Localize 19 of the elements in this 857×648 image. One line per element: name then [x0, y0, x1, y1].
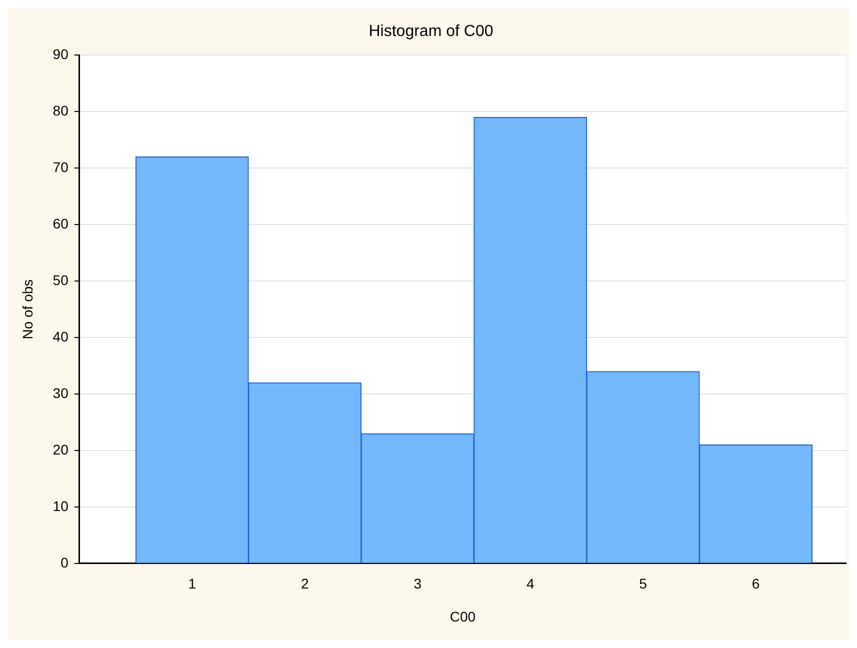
x-axis-title: C00	[450, 608, 476, 624]
x-tick-label: 1	[188, 576, 196, 592]
y-tick-label: 70	[52, 158, 69, 175]
y-tick-label: 60	[52, 215, 69, 232]
y-tick-label: 30	[52, 384, 69, 401]
x-tick-label: 3	[414, 576, 422, 592]
y-tick-label: 20	[52, 441, 69, 458]
x-tick-label: 6	[752, 576, 760, 592]
y-tick-label: 50	[52, 272, 69, 288]
x-tick-label: 5	[639, 576, 648, 592]
y-tick-label: 90	[52, 46, 69, 62]
y-tick-label: 80	[52, 102, 69, 119]
chart-title: Histogram of C00	[368, 23, 494, 40]
y-tick-label: 10	[52, 498, 69, 514]
x-tick-label: 2	[300, 576, 309, 592]
y-tick-label: 0	[60, 554, 69, 570]
y-tick-label: 40	[52, 328, 69, 344]
y-axis-title: No of obs	[19, 279, 36, 340]
x-tick-label: 4	[526, 576, 534, 592]
